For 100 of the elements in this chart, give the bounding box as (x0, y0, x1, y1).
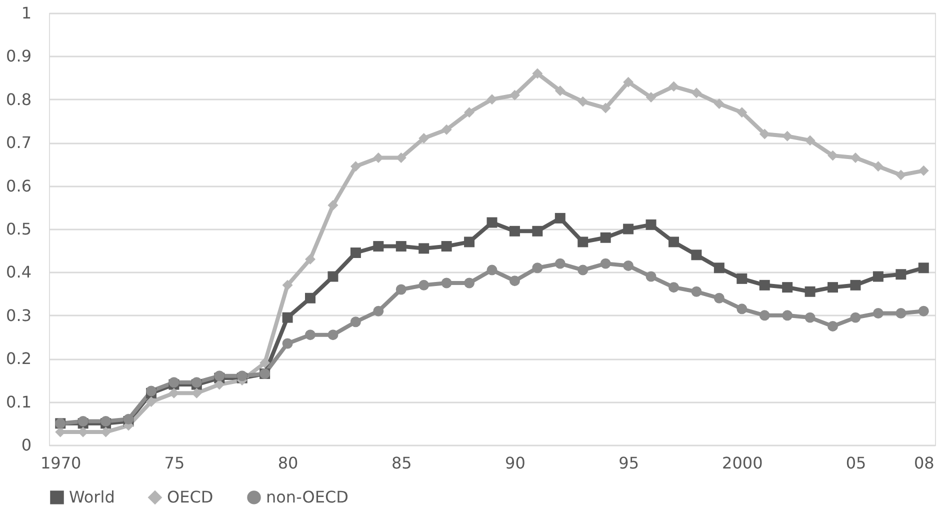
point (896, 269, 906, 280)
y-tick-label: 0 (21, 436, 32, 454)
point (646, 219, 656, 230)
point (532, 262, 543, 274)
point (486, 217, 498, 228)
point (828, 320, 838, 332)
point (850, 152, 861, 163)
point (305, 330, 316, 340)
point (578, 236, 588, 248)
point (441, 241, 452, 252)
point (804, 135, 816, 146)
point (668, 236, 679, 248)
point (600, 102, 611, 114)
point (872, 308, 884, 318)
point (282, 280, 293, 290)
point (759, 280, 770, 290)
point (554, 258, 566, 269)
point (668, 282, 679, 293)
point (509, 90, 520, 100)
x-tick-label: 85 (391, 454, 412, 472)
point (441, 124, 452, 135)
point (418, 243, 430, 254)
point (305, 292, 316, 304)
point (623, 260, 634, 271)
point (623, 224, 634, 234)
point (532, 226, 543, 236)
point (373, 306, 384, 316)
point (260, 358, 270, 368)
y-tick-label: 0.1 (6, 392, 32, 412)
point (828, 282, 838, 293)
point (418, 280, 430, 290)
point (804, 286, 816, 297)
point (691, 88, 702, 98)
point (691, 250, 702, 260)
point (600, 232, 611, 243)
point (100, 416, 112, 426)
point (782, 310, 793, 321)
point (350, 316, 361, 328)
point (918, 165, 929, 176)
point (282, 338, 293, 349)
point (646, 271, 656, 282)
y-tick-label: 1 (21, 4, 32, 22)
point (759, 128, 770, 140)
point (350, 161, 361, 172)
point (486, 264, 498, 276)
point (350, 248, 361, 258)
x-tick-label: 80 (278, 454, 298, 472)
y-tick-label: 0.2 (6, 349, 32, 368)
y-tick-label: 0.5 (6, 220, 32, 238)
point (646, 92, 656, 102)
point (918, 262, 929, 274)
point (896, 170, 906, 180)
point (714, 262, 724, 274)
point (578, 96, 588, 107)
point (623, 76, 634, 88)
point (668, 81, 679, 92)
y-tick-label: 0.4 (6, 262, 32, 282)
point (305, 254, 316, 264)
point (578, 264, 588, 276)
y-tick-label: 0.7 (6, 133, 32, 152)
point (486, 94, 498, 105)
point (396, 241, 406, 252)
point (328, 271, 338, 282)
point (509, 276, 520, 286)
point (554, 86, 566, 96)
legend-label: World (69, 487, 115, 506)
point (850, 280, 861, 290)
point (373, 241, 384, 252)
legend-label: non-OECD (266, 487, 348, 506)
x-tick-label: 95 (618, 454, 639, 472)
point (509, 226, 520, 236)
x-tick-label: 2000 (722, 454, 763, 472)
point (782, 282, 793, 293)
point (872, 271, 884, 282)
point (464, 236, 475, 248)
point (282, 312, 293, 323)
legend-label: OECD (167, 487, 214, 506)
y-tick-label: 0.9 (6, 46, 32, 66)
point (554, 212, 566, 224)
y-tick-label: 0.3 (6, 306, 32, 325)
point (396, 284, 406, 295)
point (714, 98, 724, 109)
x-tick-label: 08 (914, 454, 934, 472)
point (896, 308, 906, 318)
point (782, 130, 793, 142)
x-tick-label: 1970 (40, 454, 82, 472)
point (736, 273, 748, 284)
point (759, 310, 770, 321)
point (736, 304, 748, 314)
point (441, 278, 452, 288)
point (600, 258, 611, 269)
point (146, 396, 156, 408)
point (328, 330, 338, 340)
point (532, 68, 543, 79)
point (804, 312, 816, 323)
x-tick-label: 05 (846, 454, 866, 472)
x-tick-label: 90 (505, 454, 526, 472)
point (850, 312, 861, 323)
point (328, 200, 338, 210)
point (918, 306, 929, 316)
